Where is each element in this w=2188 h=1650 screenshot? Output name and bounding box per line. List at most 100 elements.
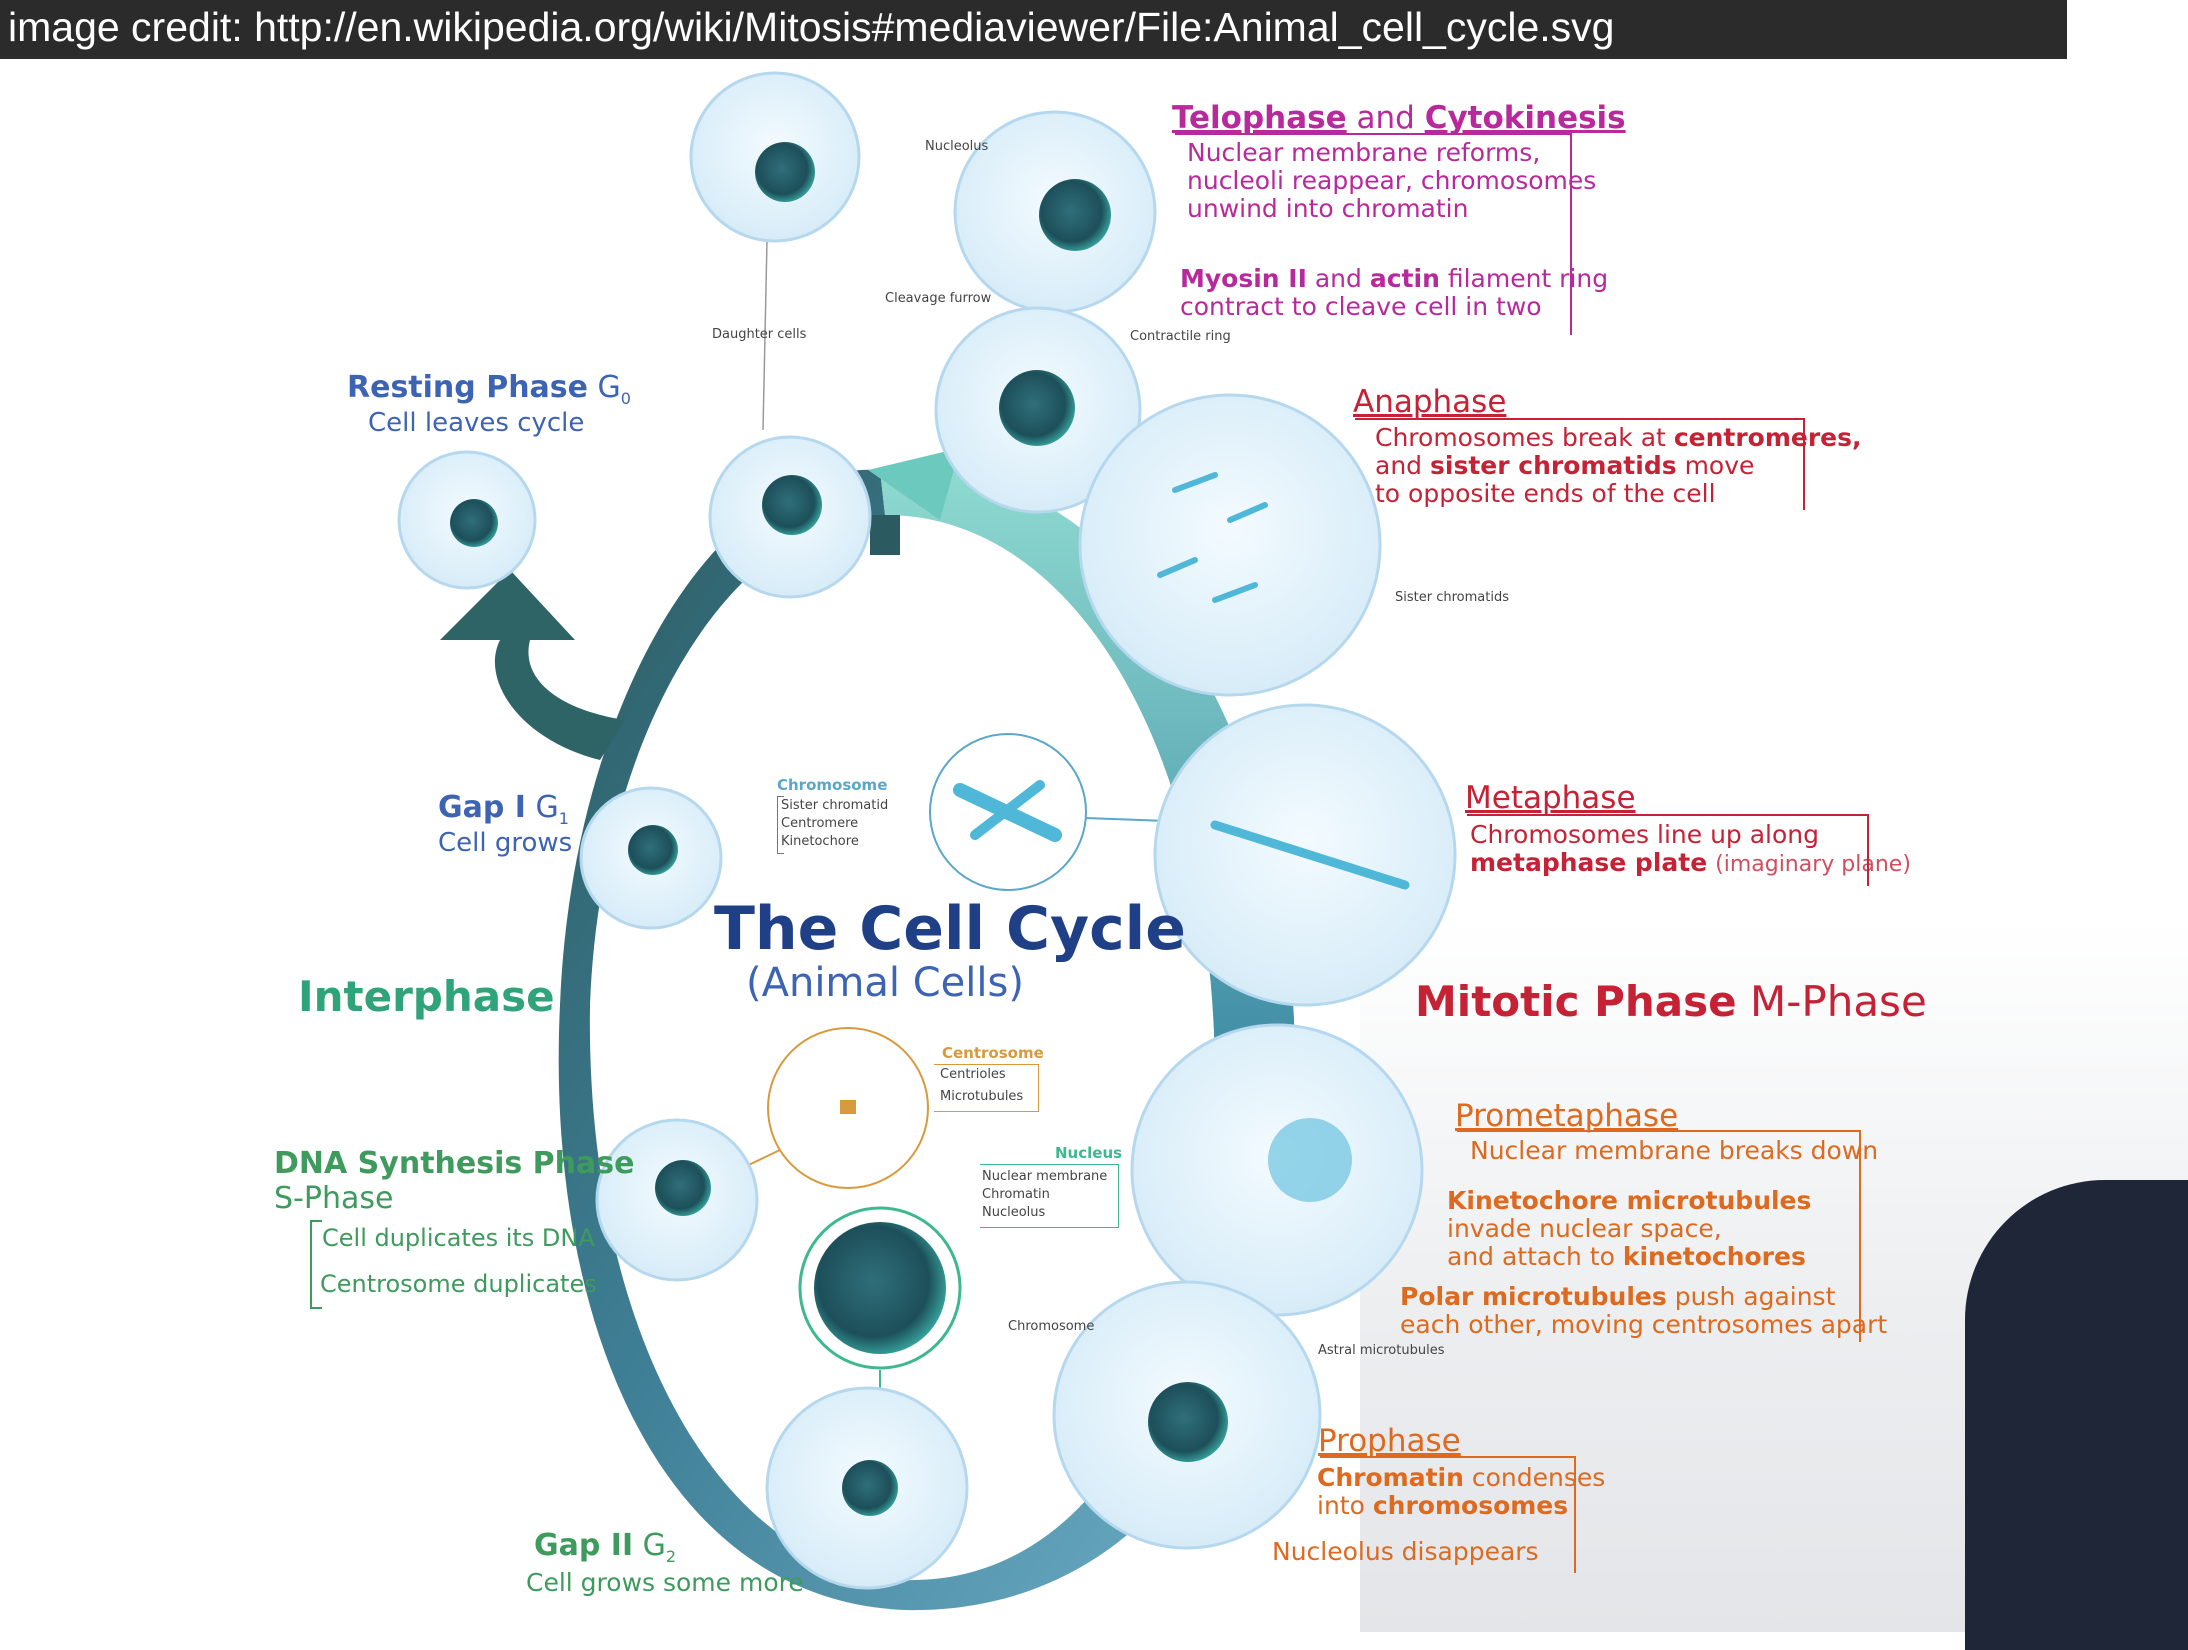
kinetochore-bold: Kinetochore microtubules bbox=[1447, 1186, 1812, 1215]
metaphase-bracket bbox=[1467, 814, 1869, 886]
cell-metaphase bbox=[1153, 703, 1457, 1007]
resting-sub: G bbox=[597, 370, 621, 405]
centrosome-key-bracket bbox=[934, 1064, 1039, 1112]
polar-line-2: each other, moving centrosomes apart bbox=[1400, 1310, 1888, 1339]
mitotic-label: Mitotic Phase M-Phase bbox=[1415, 977, 1927, 1026]
chromosome-key-bracket bbox=[777, 796, 784, 854]
anaphase-1b: centromeres, bbox=[1673, 423, 1862, 452]
interphase-label: Interphase bbox=[298, 972, 555, 1021]
nucleus-detail bbox=[798, 1206, 962, 1370]
diagram-subtitle: (Animal Cells) bbox=[746, 960, 1024, 1006]
prophase-line-3: Nucleolus disappears bbox=[1272, 1537, 1539, 1566]
cell-s-phase bbox=[595, 1118, 759, 1282]
prophase-title: Prophase bbox=[1318, 1423, 1461, 1459]
kinetochore-line-3: and attach to kinetochores bbox=[1447, 1242, 1806, 1271]
resting-title-bold: Resting Phase bbox=[347, 370, 588, 405]
anaphase-bracket bbox=[1355, 418, 1805, 510]
telophase-title-a: Telophase bbox=[1172, 100, 1347, 136]
telophase-bracket bbox=[1175, 133, 1572, 335]
centrosome-detail bbox=[767, 1027, 929, 1189]
sphase-title: DNA Synthesis Phase bbox=[274, 1146, 635, 1181]
myosin-bold: Myosin II bbox=[1180, 264, 1307, 293]
label-nucleolus-top: Nucleolus bbox=[925, 139, 989, 154]
gap2-subscript: 2 bbox=[665, 1547, 677, 1566]
cell-anaphase bbox=[1078, 393, 1382, 697]
mitotic-bold: Mitotic Phase bbox=[1415, 977, 1737, 1026]
gap2-title-bold: Gap II bbox=[534, 1528, 634, 1563]
resting-desc: Cell leaves cycle bbox=[368, 408, 585, 438]
cell-prometaphase bbox=[1130, 1023, 1424, 1317]
daughter-line bbox=[762, 239, 768, 431]
label-astral: Astral microtubules bbox=[1318, 1343, 1445, 1358]
gap1-title: Gap I G1 bbox=[438, 792, 569, 828]
prophase-line-1: Chromatin condenses bbox=[1317, 1463, 1605, 1492]
label-sister: Sister chromatids bbox=[1395, 590, 1509, 605]
telophase-line-3: unwind into chromatin bbox=[1187, 194, 1469, 223]
sphase-item-2: Centrosome duplicates bbox=[320, 1270, 597, 1298]
prophase-line-2: into chromosomes bbox=[1317, 1491, 1569, 1520]
anaphase-line-1: Chromosomes break at centromeres, bbox=[1375, 423, 1862, 452]
anaphase-2c: move bbox=[1684, 451, 1755, 480]
gap2-desc: Cell grows some more bbox=[526, 1568, 804, 1597]
chromosome-key-title: Chromosome bbox=[777, 776, 888, 794]
nucleus-key-title: Nucleus bbox=[1055, 1144, 1123, 1162]
cell-g1-top bbox=[708, 435, 872, 599]
cell-g1 bbox=[579, 786, 723, 930]
sphase-item-1: Cell duplicates its DNA bbox=[322, 1224, 595, 1252]
anaphase-1a: Chromosomes break at bbox=[1375, 423, 1666, 452]
anaphase-line-2: and sister chromatids move bbox=[1375, 451, 1755, 480]
prophase-2b: chromosomes bbox=[1372, 1491, 1569, 1520]
telophase-line-1: Nuclear membrane reforms, bbox=[1187, 138, 1541, 167]
gap1-title-bold: Gap I bbox=[438, 790, 526, 825]
kinetochore-line-2: invade nuclear space, bbox=[1447, 1214, 1722, 1243]
sphase-bracket bbox=[310, 1220, 322, 1309]
polar-bold: Polar microtubules bbox=[1400, 1282, 1667, 1311]
myosin-line-2: contract to cleave cell in two bbox=[1180, 292, 1542, 321]
cell-g0 bbox=[397, 450, 537, 590]
presenter-silhouette bbox=[1965, 1180, 2188, 1650]
metaphase-line-2: metaphase plate (imaginary plane) bbox=[1470, 849, 1911, 877]
centrosome-key-title: Centrosome bbox=[942, 1044, 1044, 1062]
prophase-bracket bbox=[1320, 1456, 1576, 1573]
resting-title: Resting Phase G0 bbox=[347, 372, 631, 408]
nucleus-key-bracket bbox=[980, 1164, 1119, 1228]
credit-bar: image credit: http://en.wikipedia.org/wi… bbox=[0, 0, 2067, 59]
metaphase-imaginary: (imaginary plane) bbox=[1715, 852, 1911, 877]
prometaphase-line-1: Nuclear membrane breaks down bbox=[1470, 1136, 1879, 1165]
nucleus-key-3: Nucleolus bbox=[982, 1205, 1046, 1220]
chromosome-key-1: Sister chromatid bbox=[781, 798, 889, 813]
cycle-arrowhead bbox=[868, 448, 960, 520]
telophase-line-2: nucleoli reappear, chromosomes bbox=[1187, 166, 1597, 195]
myosin-line-1: Myosin II and actin filament ring bbox=[1180, 264, 1609, 293]
prophase-2a: into bbox=[1317, 1491, 1365, 1520]
myosin-rest: filament ring bbox=[1447, 264, 1609, 293]
resting-subscript: 0 bbox=[620, 389, 631, 408]
cell-daughter bbox=[689, 71, 861, 243]
nucleus-key-1: Nuclear membrane bbox=[982, 1169, 1108, 1184]
polar-rest: push against bbox=[1674, 1282, 1836, 1311]
anaphase-title: Anaphase bbox=[1353, 384, 1507, 420]
kinetochore-3a: and attach to bbox=[1447, 1242, 1615, 1271]
anaphase-2a: and bbox=[1375, 451, 1423, 480]
telophase-title: Telophase and Cytokinesis bbox=[1172, 102, 1626, 135]
prometaphase-bracket bbox=[1457, 1130, 1861, 1342]
label-contractile: Contractile ring bbox=[1130, 329, 1231, 344]
myosin-and: and bbox=[1314, 264, 1362, 293]
prometaphase-title: Prometaphase bbox=[1455, 1098, 1679, 1134]
gap1-sub: G bbox=[535, 790, 559, 825]
anaphase-2b: sister chromatids bbox=[1430, 451, 1677, 480]
anaphase-line-3: to opposite ends of the cell bbox=[1375, 479, 1716, 508]
resting-exit-arrow bbox=[440, 570, 625, 760]
kinetochore-3b: kinetochores bbox=[1622, 1242, 1806, 1271]
chromosome-detail bbox=[929, 733, 1087, 891]
telophase-and: and bbox=[1356, 100, 1415, 136]
label-daughter: Daughter cells bbox=[712, 327, 807, 342]
prophase-1a: Chromatin bbox=[1317, 1463, 1464, 1492]
metaphase-title: Metaphase bbox=[1465, 780, 1636, 816]
centrosome-key-1: Centrioles bbox=[940, 1067, 1006, 1082]
polar-line-1: Polar microtubules push against bbox=[1400, 1282, 1836, 1311]
cell-prophase bbox=[1052, 1280, 1322, 1550]
diagram-title: The Cell Cycle bbox=[714, 894, 1186, 964]
centrosome-key-2: Microtubules bbox=[940, 1089, 1024, 1104]
